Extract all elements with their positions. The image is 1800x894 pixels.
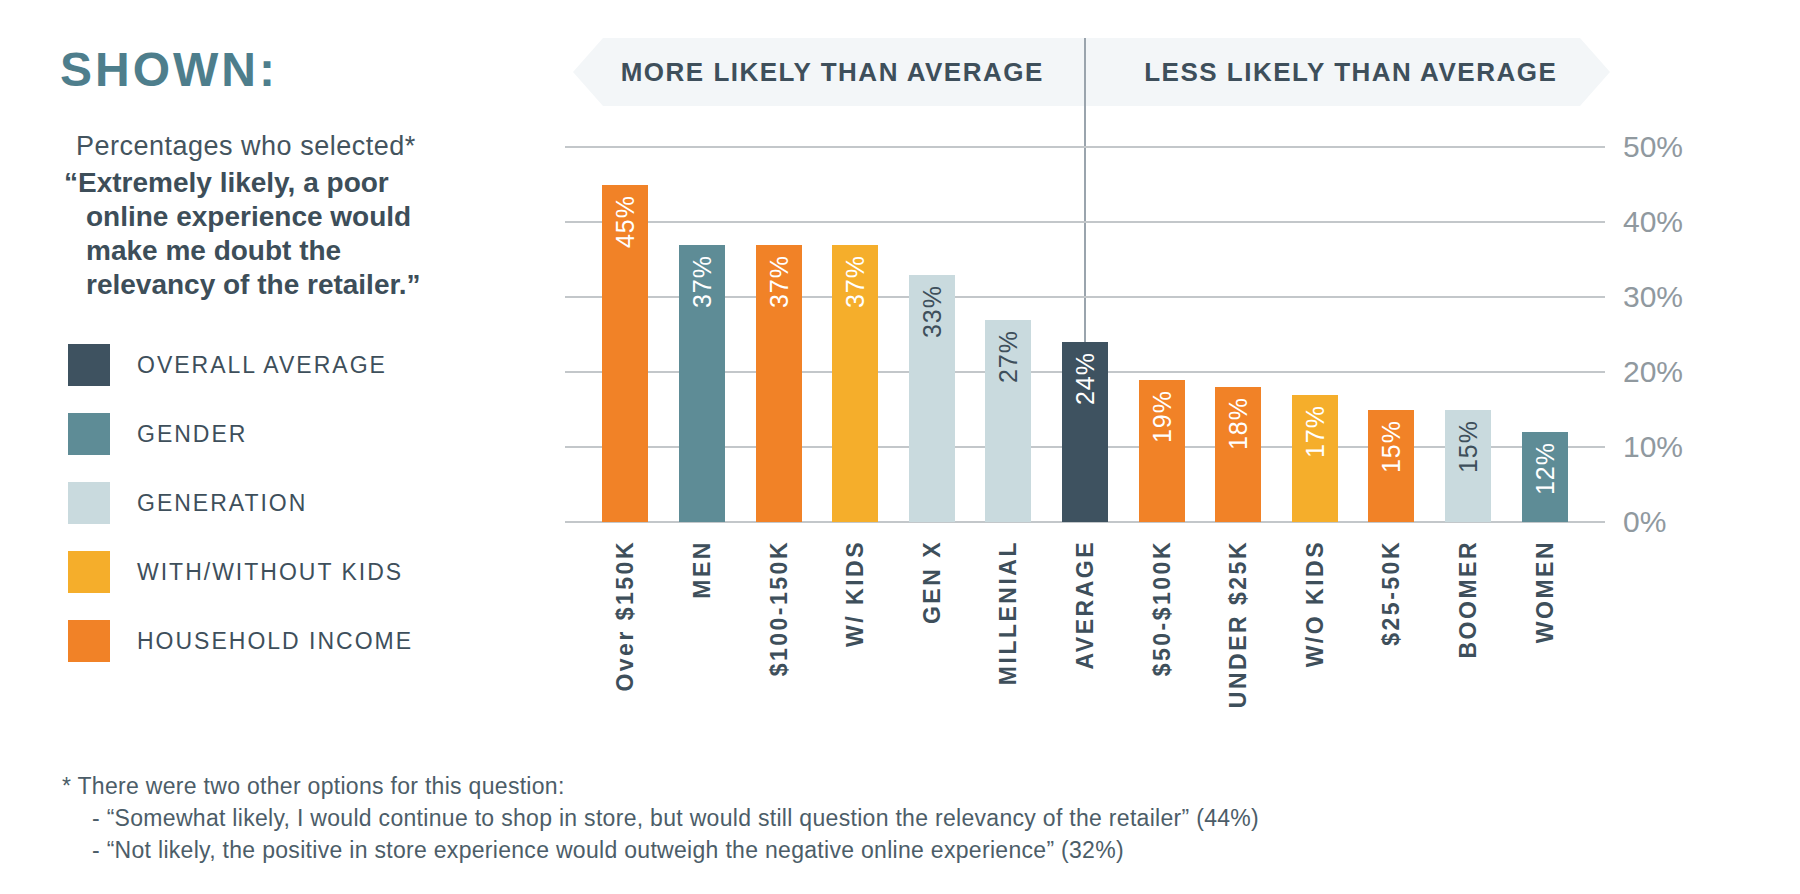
quote-line: online experience would — [86, 200, 540, 234]
legend-swatch-gender — [68, 413, 110, 455]
legend-item-gender: GENDER — [68, 413, 540, 455]
bar-chart: MORE LIKELY THAN AVERAGE LESS LIKELY THA… — [565, 0, 1795, 775]
legend-swatch-with-without-kids — [68, 551, 110, 593]
legend-label: GENDER — [137, 421, 247, 448]
legend-label: WITH/WITHOUT KIDS — [137, 559, 403, 586]
quote-line: make me doubt the — [86, 234, 540, 268]
legend-label: OVERALL AVERAGE — [137, 352, 387, 379]
bar-value-label: 15% — [1454, 420, 1483, 473]
bar-value-label: 27% — [994, 330, 1023, 383]
bar-boomer: 15% — [1445, 410, 1491, 523]
bar-column-w-o-kids: 17%W/O KIDS — [1276, 0, 1353, 522]
quote-line: “Extremely likely, a poor — [86, 166, 540, 200]
legend-item-household-income: HOUSEHOLD INCOME — [68, 620, 540, 662]
x-axis-label-under-25k: UNDER $25K — [1225, 540, 1252, 708]
bar-column-boomer: 15%BOOMER — [1430, 0, 1507, 522]
x-axis-label-50-100k: $50-$100K — [1148, 540, 1175, 676]
bar-men: 37% — [679, 245, 725, 523]
x-axis-label-w-o-kids: W/O KIDS — [1301, 540, 1328, 667]
page-title: SHOWN: — [60, 42, 540, 97]
x-axis-label-gen-x: GEN X — [918, 540, 945, 624]
x-axis-label-women: WOMEN — [1531, 540, 1558, 643]
bar-women: 12% — [1522, 432, 1568, 522]
bar-column-25-50k: 15%$25-50K — [1353, 0, 1430, 522]
bar-value-label: 24% — [1070, 352, 1099, 405]
legend-item-overall-average: OVERALL AVERAGE — [68, 344, 540, 386]
bar-column-women: 12%WOMEN — [1506, 0, 1583, 522]
bar-value-label: 12% — [1530, 442, 1559, 495]
bar-column-100-150k: 37%$100-150K — [740, 0, 817, 522]
y-axis-tick-label: 20% — [1623, 355, 1683, 389]
bar-w-kids: 37% — [832, 245, 878, 523]
x-axis-label-boomer: BOOMER — [1455, 540, 1482, 659]
bar-column-millenial: 27%MILLENIAL — [970, 0, 1047, 522]
bar-column-under-25k: 18%UNDER $25K — [1200, 0, 1277, 522]
x-axis-label-over-150k: Over $150K — [612, 540, 639, 692]
bar-column-50-100k: 19%$50-$100K — [1123, 0, 1200, 522]
bar-value-label: 37% — [687, 255, 716, 308]
footnote-line: - “Not likely, the positive in store exp… — [62, 834, 1259, 866]
bar-value-label: 19% — [1147, 390, 1176, 443]
y-axis-tick-label: 30% — [1623, 280, 1683, 314]
quote-line: relevancy of the retailer.” — [86, 268, 540, 302]
footnote-line: - “Somewhat likely, I would continue to … — [62, 802, 1259, 834]
legend-swatch-generation — [68, 482, 110, 524]
x-axis-label-25-50k: $25-50K — [1378, 540, 1405, 646]
bar-column-average: 24%AVERAGE — [1047, 0, 1124, 522]
x-axis-label-millenial: MILLENIAL — [995, 540, 1022, 685]
bar-w-o-kids: 17% — [1292, 395, 1338, 523]
bar-average: 24% — [1062, 342, 1108, 522]
bar-100-150k: 37% — [756, 245, 802, 523]
bar-millenial: 27% — [985, 320, 1031, 523]
bar-value-label: 17% — [1300, 405, 1329, 458]
x-axis-label-w-kids: W/ KIDS — [842, 540, 869, 647]
bar-column-w-kids: 37%W/ KIDS — [817, 0, 894, 522]
bar-gen-x: 33% — [909, 275, 955, 523]
footnote: * There were two other options for this … — [62, 770, 1259, 866]
y-axis-tick-label: 0% — [1623, 505, 1666, 539]
footnote-line: * There were two other options for this … — [62, 770, 1259, 802]
legend-label: HOUSEHOLD INCOME — [137, 628, 413, 655]
bar-value-label: 33% — [917, 285, 946, 338]
question-quote: “Extremely likely, a poor online experie… — [60, 166, 540, 302]
left-panel: SHOWN: Percentages who selected* “Extrem… — [60, 42, 540, 662]
subtitle: Percentages who selected* — [76, 131, 540, 162]
y-axis-tick-label: 40% — [1623, 205, 1683, 239]
bar-over-150k: 45% — [602, 185, 648, 523]
y-axis-tick-label: 10% — [1623, 430, 1683, 464]
bar-column-gen-x: 33%GEN X — [893, 0, 970, 522]
bar-50-100k: 19% — [1139, 380, 1185, 523]
bars-container: 45%Over $150K37%MEN37%$100-150K37%W/ KID… — [587, 0, 1583, 522]
bar-value-label: 37% — [841, 255, 870, 308]
legend: OVERALL AVERAGE GENDER GENERATION WITH/W… — [68, 344, 540, 662]
bar-value-label: 15% — [1377, 420, 1406, 473]
legend-item-with-without-kids: WITH/WITHOUT KIDS — [68, 551, 540, 593]
legend-swatch-overall-average — [68, 344, 110, 386]
bar-column-over-150k: 45%Over $150K — [587, 0, 664, 522]
x-axis-label-100-150k: $100-150K — [765, 540, 792, 676]
bar-column-men: 37%MEN — [664, 0, 741, 522]
x-axis-label-men: MEN — [688, 540, 715, 599]
y-axis-tick-label: 50% — [1623, 130, 1683, 164]
legend-label: GENERATION — [137, 490, 307, 517]
bar-25-50k: 15% — [1368, 410, 1414, 523]
bar-value-label: 37% — [764, 255, 793, 308]
legend-swatch-household-income — [68, 620, 110, 662]
x-axis-label-average: AVERAGE — [1071, 540, 1098, 670]
bar-value-label: 45% — [611, 195, 640, 248]
legend-item-generation: GENERATION — [68, 482, 540, 524]
bar-under-25k: 18% — [1215, 387, 1261, 522]
bar-value-label: 18% — [1224, 397, 1253, 450]
